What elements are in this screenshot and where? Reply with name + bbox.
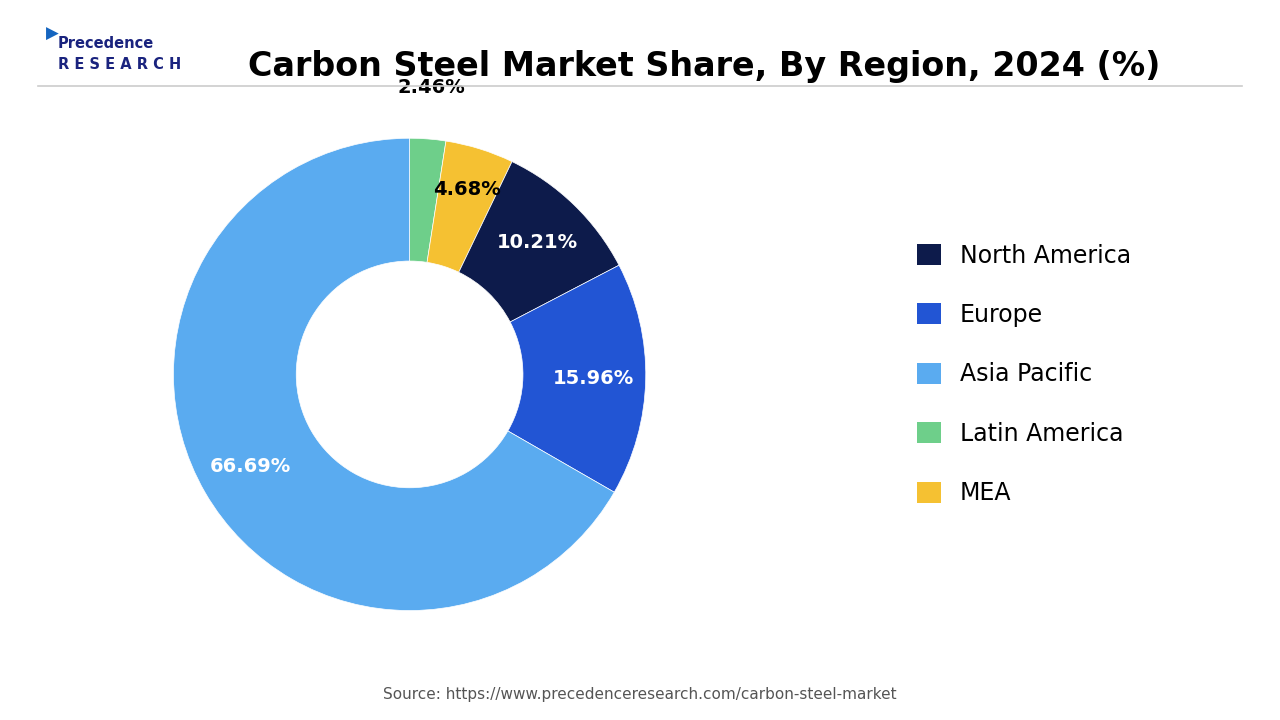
Text: 10.21%: 10.21% [497, 233, 579, 251]
Wedge shape [174, 138, 614, 611]
Wedge shape [458, 161, 620, 322]
Wedge shape [428, 141, 512, 272]
Wedge shape [410, 138, 445, 262]
Wedge shape [508, 265, 645, 492]
Text: Source: https://www.precedenceresearch.com/carbon-steel-market: Source: https://www.precedenceresearch.c… [383, 687, 897, 702]
Text: 2.46%: 2.46% [398, 78, 466, 96]
Text: Carbon Steel Market Share, By Region, 2024 (%): Carbon Steel Market Share, By Region, 20… [248, 50, 1160, 84]
Text: 15.96%: 15.96% [553, 369, 635, 388]
Text: Precedence
R E S E A R C H: Precedence R E S E A R C H [58, 36, 180, 72]
Legend: North America, Europe, Asia Pacific, Latin America, MEA: North America, Europe, Asia Pacific, Lat… [908, 234, 1140, 515]
Text: 66.69%: 66.69% [210, 457, 291, 476]
Text: 4.68%: 4.68% [433, 180, 500, 199]
Text: ▶: ▶ [46, 25, 59, 43]
